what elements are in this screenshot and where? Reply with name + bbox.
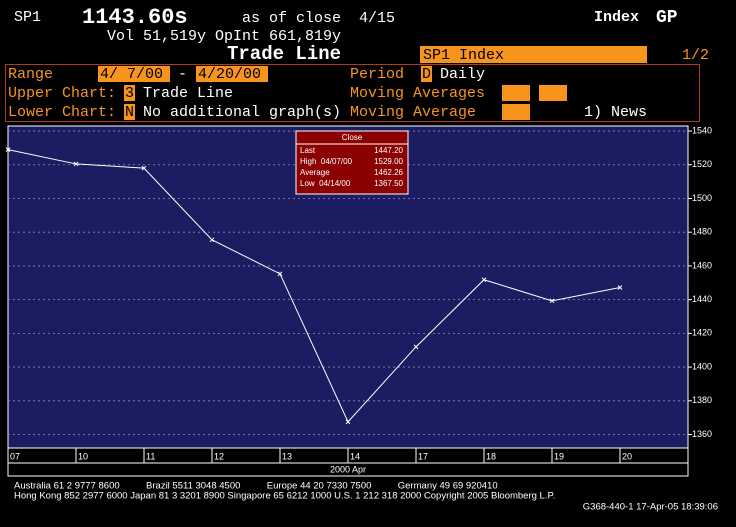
price-line bbox=[7, 149, 621, 423]
legend-value: 1462.26 bbox=[374, 168, 403, 177]
function: GP bbox=[656, 8, 678, 28]
lower-chart-label: Lower Chart: bbox=[8, 104, 116, 121]
period-label: Period bbox=[350, 66, 404, 83]
legend-value: 1367.50 bbox=[374, 179, 403, 188]
footer-line: G368-440-1 17-Apr-05 18:39:06 bbox=[583, 502, 718, 513]
y-tick-label: 1540 bbox=[692, 125, 712, 135]
footer-line: Hong Kong 852 2977 6000 Japan 81 3 3201 … bbox=[14, 491, 555, 502]
market: Index bbox=[594, 9, 639, 26]
x-tick-label: 19 bbox=[554, 451, 564, 461]
x-tick-label: 07 bbox=[10, 451, 20, 461]
input-field[interactable] bbox=[539, 85, 567, 101]
point-marker bbox=[549, 298, 555, 304]
lower-chart: No additional graph(s) bbox=[143, 104, 341, 121]
range-separator: - bbox=[178, 66, 187, 83]
input-field[interactable] bbox=[421, 66, 432, 82]
upper-chart-label: Upper Chart: bbox=[8, 85, 116, 102]
period-code[interactable]: D bbox=[422, 66, 431, 83]
legend-box bbox=[295, 130, 409, 195]
point-marker bbox=[141, 165, 147, 171]
legend-title: Close bbox=[342, 133, 363, 142]
point-marker bbox=[617, 285, 623, 290]
volume: Vol 51,519y OpInt 661,819y bbox=[107, 28, 341, 45]
footer-line: Australia 61 2 9777 8600 Brazil 5511 304… bbox=[14, 481, 498, 492]
lower-chart-code[interactable]: N bbox=[125, 104, 134, 121]
point-marker bbox=[73, 161, 79, 167]
input-field[interactable] bbox=[98, 66, 170, 82]
range-end[interactable]: 4/20/00 bbox=[198, 66, 261, 83]
price: 1143.60s bbox=[82, 5, 188, 30]
as-of: as of close 4/15 bbox=[242, 10, 395, 27]
ticker: SP1 bbox=[14, 9, 41, 26]
y-tick-label: 1400 bbox=[692, 361, 712, 371]
y-tick-label: 1440 bbox=[692, 294, 712, 304]
legend-label: Last bbox=[300, 146, 316, 155]
security-box bbox=[420, 46, 647, 63]
legend-value: 1529.00 bbox=[374, 157, 403, 166]
input-field[interactable] bbox=[502, 85, 530, 101]
input-field[interactable] bbox=[502, 104, 530, 120]
x-axis-title: 2000 Apr bbox=[330, 464, 366, 474]
moving-averages-label: Moving Averages bbox=[350, 85, 485, 102]
point-marker bbox=[277, 271, 283, 277]
x-tick-label: 11 bbox=[146, 451, 155, 461]
x-tick-label: 14 bbox=[350, 451, 360, 461]
y-tick-label: 1380 bbox=[692, 395, 712, 405]
upper-chart: Trade Line bbox=[143, 85, 233, 102]
range-label: Range bbox=[8, 66, 53, 83]
y-tick-label: 1520 bbox=[692, 159, 712, 169]
y-tick-label: 1500 bbox=[692, 193, 712, 203]
x-tick-label: 10 bbox=[78, 451, 88, 461]
y-tick-label: 1420 bbox=[692, 328, 712, 338]
x-tick-label: 20 bbox=[622, 451, 632, 461]
y-tick-label: 1360 bbox=[692, 429, 712, 439]
moving-average-label: Moving Average bbox=[350, 104, 476, 121]
point-marker bbox=[413, 344, 419, 350]
x-tick-label: 12 bbox=[214, 451, 224, 461]
security: SP1 Index bbox=[423, 47, 504, 64]
period: Daily bbox=[440, 66, 485, 83]
point-marker bbox=[209, 237, 215, 243]
input-field[interactable] bbox=[124, 104, 135, 120]
point-marker bbox=[345, 419, 351, 425]
y-tick-label: 1460 bbox=[692, 260, 712, 270]
input-field[interactable] bbox=[196, 66, 268, 82]
y-tick-label: 1480 bbox=[692, 227, 712, 237]
x-tick-label: 17 bbox=[418, 451, 428, 461]
point-marker bbox=[5, 147, 11, 152]
page-number: 1/2 bbox=[682, 47, 709, 64]
point-marker bbox=[481, 277, 487, 283]
news-link[interactable]: 1) News bbox=[584, 104, 647, 121]
legend-label: Low 04/14/00 bbox=[300, 179, 351, 188]
range-start[interactable]: 4/ 7/00 bbox=[100, 66, 163, 83]
legend-label: High 04/07/00 bbox=[300, 157, 353, 166]
legend-value: 1447.20 bbox=[374, 146, 403, 155]
input-field[interactable] bbox=[124, 85, 135, 101]
x-tick-label: 13 bbox=[282, 451, 292, 461]
x-tick-label: 18 bbox=[486, 451, 496, 461]
upper-chart-code[interactable]: 3 bbox=[125, 85, 134, 102]
screen-title: Trade Line bbox=[227, 43, 341, 65]
settings-box bbox=[5, 64, 700, 122]
legend-label: Average bbox=[300, 168, 330, 177]
